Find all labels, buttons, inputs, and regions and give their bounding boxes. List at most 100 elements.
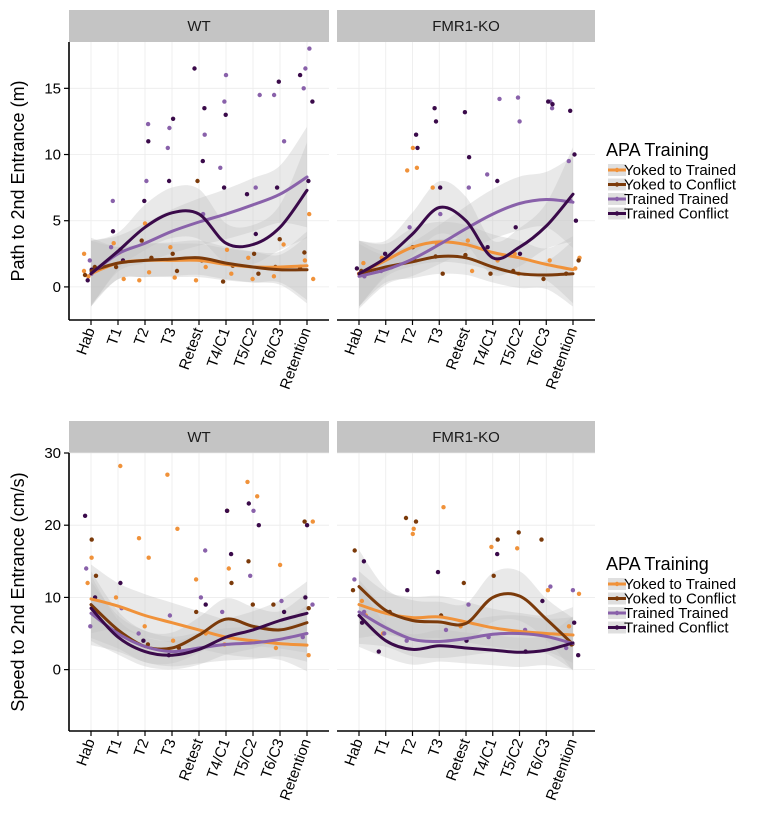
x-tick-label: Retest	[176, 736, 207, 783]
data-point	[413, 132, 419, 137]
data-point	[223, 112, 228, 118]
data-point	[441, 505, 446, 510]
data-point	[87, 258, 93, 263]
x-tick-label: T3	[425, 326, 447, 348]
ribbon-yoked-to-conflict	[359, 238, 573, 307]
data-point	[491, 573, 496, 578]
data-point	[306, 653, 311, 658]
data-point	[307, 46, 312, 51]
legend-label: Yoked to Conflict	[624, 591, 737, 608]
legend-key-point	[614, 211, 620, 216]
data-point	[193, 278, 199, 283]
data-point	[251, 251, 257, 256]
strip-background	[69, 10, 329, 42]
data-point	[547, 258, 552, 263]
data-point	[361, 260, 366, 266]
data-point	[166, 178, 172, 184]
legend-label: Yoked to Trained	[624, 576, 736, 593]
ribbon-yoked-to-trained	[359, 571, 573, 663]
y-tick-label: 15	[44, 80, 61, 97]
data-point	[200, 158, 205, 164]
points-trained-conflict	[82, 501, 310, 658]
data-point	[307, 211, 312, 217]
x-tick-label: T5/C2	[497, 737, 527, 781]
data-point	[253, 231, 258, 237]
trend-line-yoked-to-conflict	[357, 254, 575, 277]
y-tick-label: 20	[44, 517, 61, 534]
x-tick-label: T2	[131, 737, 153, 759]
legend-title: APA Training	[606, 140, 709, 160]
x-tick-label: T6/C3	[258, 326, 288, 370]
y-tick-label: 10	[44, 589, 61, 606]
ribbon-trained-conflict	[91, 142, 307, 307]
data-point	[111, 241, 116, 246]
data-point	[89, 555, 94, 560]
trend-line-yoked-to-trained	[89, 597, 309, 647]
data-point	[139, 238, 144, 243]
data-point	[113, 595, 119, 600]
x-tick-label: Hab	[73, 737, 98, 769]
ribbon-yoked-to-trained	[359, 221, 573, 307]
strip-label: WT	[187, 18, 210, 35]
data-point	[566, 624, 572, 629]
data-point	[488, 271, 493, 276]
data-point	[517, 251, 523, 256]
data-point	[281, 139, 287, 144]
data-point	[566, 158, 571, 164]
data-point	[495, 178, 500, 184]
data-point	[86, 274, 91, 279]
data-point	[167, 125, 172, 131]
y-tick-label: 10	[44, 147, 61, 164]
x-tick-label: Hab	[341, 737, 366, 769]
legend-key-point	[614, 581, 620, 587]
data-point	[466, 155, 472, 160]
data-point	[462, 110, 468, 115]
x-tick-label: Hab	[73, 326, 98, 358]
data-point	[515, 95, 521, 100]
x-tick-label: T3	[158, 326, 180, 348]
legend-title: APA Training	[606, 554, 709, 574]
data-point	[361, 559, 367, 564]
data-point	[570, 588, 576, 593]
data-point	[246, 559, 251, 564]
x-tick-label: T6/C3	[524, 737, 554, 781]
data-point	[248, 573, 253, 578]
data-point	[271, 602, 276, 607]
data-point	[113, 264, 119, 270]
trend-line-trained-conflict	[89, 606, 309, 657]
data-point	[85, 580, 90, 586]
data-point	[224, 247, 230, 252]
data-point	[497, 96, 502, 102]
data-point	[310, 602, 315, 607]
data-point	[218, 165, 223, 170]
strip-background	[69, 421, 329, 453]
legend-label: Trained Conflict	[624, 206, 729, 223]
y-tick-label: 5	[53, 213, 61, 230]
data-point	[461, 580, 466, 586]
data-point	[224, 508, 230, 513]
data-point	[277, 562, 283, 568]
trend-line-trained-trained	[357, 197, 575, 278]
y-tick-label: 0	[53, 662, 61, 679]
data-point	[110, 229, 116, 234]
points-yoked-to-trained	[85, 463, 315, 658]
data-point	[466, 602, 471, 607]
data-point	[170, 638, 176, 643]
data-point	[146, 555, 151, 560]
data-point	[198, 595, 204, 600]
data-point	[174, 268, 180, 274]
data-point	[405, 168, 410, 173]
data-point	[82, 272, 88, 278]
legend-label: Trained Conflict	[624, 620, 729, 637]
points-trained-trained	[87, 46, 312, 276]
data-point	[548, 584, 553, 589]
strip-label: WT	[187, 429, 210, 446]
data-point	[144, 178, 149, 184]
data-point	[495, 537, 500, 542]
x-tick-label: T6/C3	[524, 326, 554, 370]
x-tick-label: Retest	[176, 325, 207, 372]
